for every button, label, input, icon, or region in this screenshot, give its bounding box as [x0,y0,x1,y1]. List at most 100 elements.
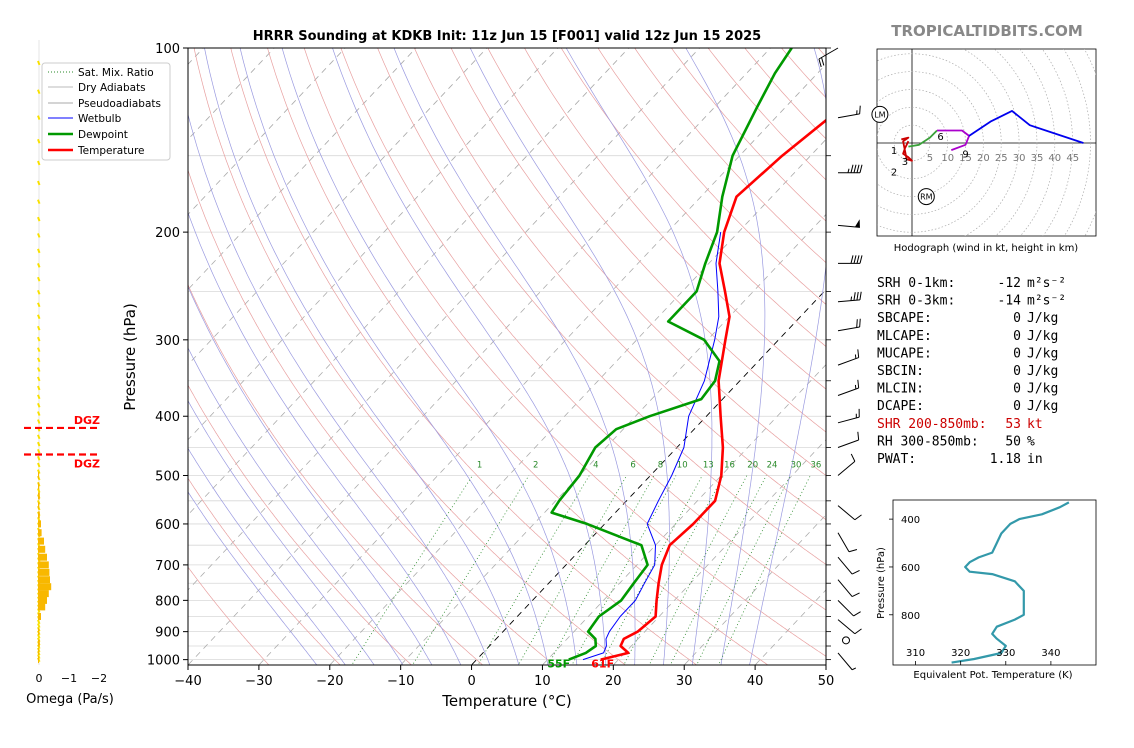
moist-adiabat [749,48,826,665]
theta-e-x-label: Equivalent Pot. Temperature (K) [913,670,1072,681]
barb-full [859,105,861,114]
wind-barb [837,408,860,424]
omega-tick-mark [37,357,41,363]
barb-full [859,164,863,173]
index-label: MUCAPE: [877,346,932,361]
barb-staff [837,460,856,476]
dry-adiabat [230,48,698,665]
dry-adiabat [303,48,826,657]
barb-half [856,110,858,115]
wind-barb [837,453,856,476]
barb-full [850,164,854,173]
theta-e-ticks: 310 320 330 340 400 600 800 [889,515,1060,665]
omega-tick-mark [37,248,41,254]
hodograph [877,49,1096,236]
surface-temperature-label: 61F [591,658,614,671]
hodo-ring [962,49,1020,236]
dewpoint-line [550,48,793,661]
p-tick-label: 700 [155,559,180,574]
hodo-ring [1041,49,1073,236]
wind-barb [837,652,857,671]
index-label: PWAT: [877,452,916,467]
index-unit: m²s⁻² [1027,276,1066,291]
barb-full [850,453,856,462]
storm-motion-marker [917,188,935,206]
wind-barb [837,505,862,521]
hodo-height-label: 3 [902,157,908,168]
dry-adiabat [188,168,555,665]
dry-adiabat [188,283,484,665]
barb-full [853,292,856,301]
dry-adiabat [267,48,769,665]
x-tick-label: −30 [245,674,272,689]
index-value: -12 [998,276,1021,291]
hodo-segment [901,136,913,162]
barb-staff [837,532,850,553]
storm-motion-marker [871,105,889,123]
index-unit: m²s⁻² [1027,294,1066,309]
omega-tick-mark [37,385,41,391]
legend-label: Pseudoadiabats [78,98,161,110]
omega-bar [38,613,41,620]
barb-full [818,58,822,68]
moist-adiabat [239,48,549,665]
omega-tick-mark [37,289,41,295]
wind-barb [837,619,862,635]
theta-e-plot-area [892,499,1097,666]
index-label: RH 300-850mb: [877,434,979,449]
isotherm [541,364,826,665]
omega-tick: −2 [91,672,107,685]
storm-motion-label: LM [874,110,885,119]
omega-bar [38,511,40,519]
barb-full [853,255,857,264]
index-value: 53 [1005,417,1021,432]
isotherm [258,63,826,665]
omega-panel: 0 −1 −2 Omega (Pa/s) DGZ DGZ [24,40,114,707]
dry-adiabat [340,48,826,611]
theta-e-y-label: Pressure (hPa) [876,547,887,619]
mixing-ratio-line [517,475,628,665]
barb-staff [818,47,839,60]
omega-tick-mark [37,394,41,400]
barb-full [856,319,858,328]
hodo-ring [993,49,1038,236]
omega-tick-mark [37,314,41,320]
omega-bar [38,590,49,598]
skewt-legend: Sat. Mix. Ratio Dry Adiabats Pseudoadiab… [41,62,171,161]
moist-adiabat [188,211,462,665]
dgz-label-top: DGZ [74,414,100,427]
index-label: SHR 200-850mb: [877,417,987,432]
omega-axis-label: Omega (Pa/s) [26,692,114,707]
skewt-frame [187,47,827,666]
index-value: 0 [1013,329,1021,344]
legend-label: Sat. Mix. Ratio [78,67,154,79]
omega-tick-mark [37,419,41,424]
barb-full [848,549,858,553]
skewt-x-axis-label: Temperature (°C) [441,692,571,710]
omega-tick-mark [37,434,41,440]
mixing-ratio-line [600,475,703,665]
index-unit: J/kg [1027,399,1058,414]
skewt-y-axis-label: Pressure (hPa) [121,303,139,411]
moist-adiabat [204,48,520,665]
omega-bar [38,502,40,510]
mixing-ratio-label: 4 [593,461,598,471]
p-tick-label: 500 [155,470,180,485]
wind-barb [818,47,839,68]
omega-tick-mark [37,411,41,416]
barb-full [857,379,860,389]
omega-tick-mark [37,376,41,382]
moist-adiabat [685,48,766,665]
hodo-ring-label: 35 [1031,153,1044,164]
barb-half [850,296,853,301]
isotherm [683,514,826,665]
barb-staff [837,579,853,597]
barb-staff [837,326,860,332]
omega-bar [38,529,42,537]
p-tick-label: 900 [155,626,180,641]
legend-label: Dewpoint [78,129,128,141]
wind-barb [837,219,860,228]
brand-watermark: TROPICALTIDBITS.COM [891,22,1083,40]
isotherm [612,439,826,665]
wind-barbs [818,47,863,671]
